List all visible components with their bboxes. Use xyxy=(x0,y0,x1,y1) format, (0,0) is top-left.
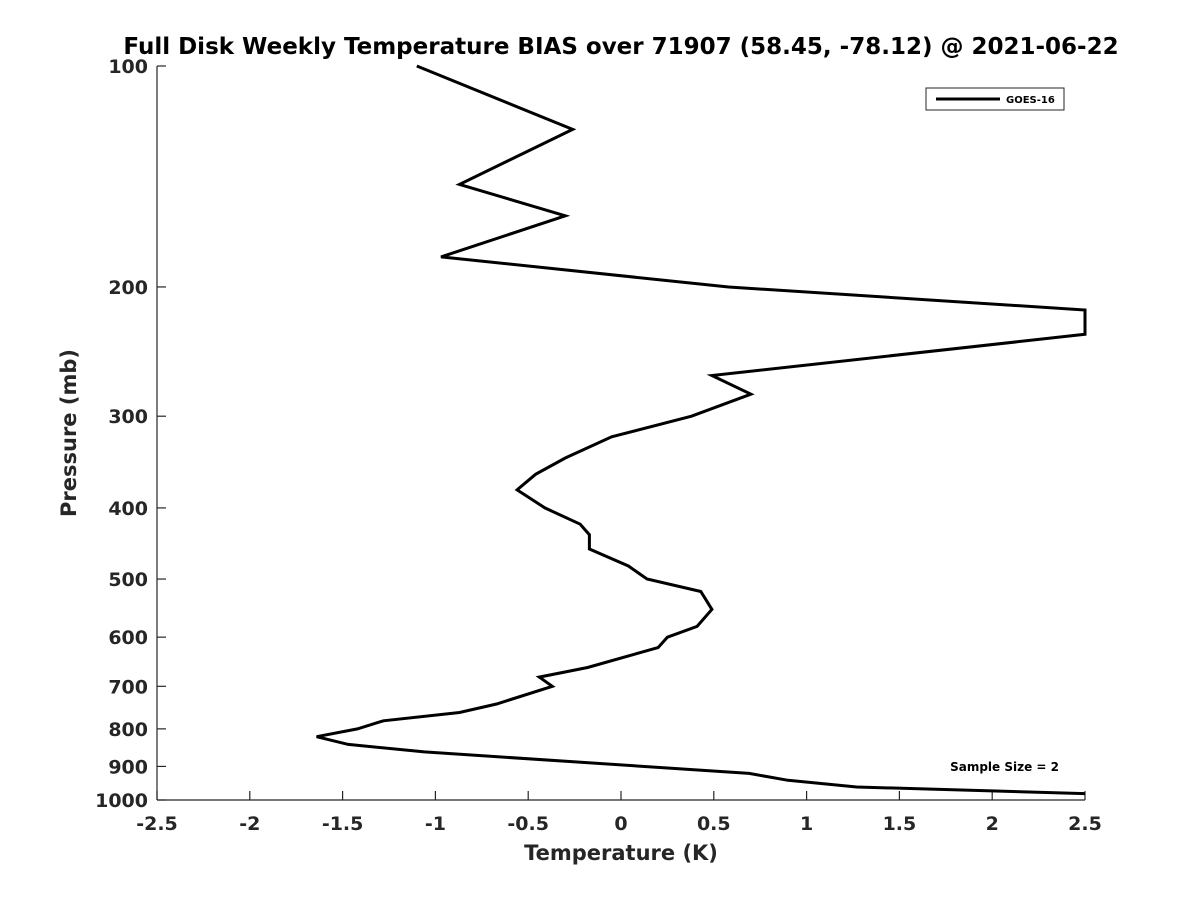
x-axis-ticks: -2.5 -2 -1.5 -1 -0.5 0 0.5 1 1.5 2 2.5 xyxy=(136,791,1102,835)
chart-title: Full Disk Weekly Temperature BIAS over 7… xyxy=(123,34,1118,60)
x-tick-label: -2 xyxy=(239,813,260,835)
x-tick-label: 0.5 xyxy=(697,813,731,835)
x-tick-label: 2 xyxy=(986,813,999,835)
series-layer xyxy=(316,64,1087,796)
legend-label-goes-16: GOES-16 xyxy=(1006,95,1055,106)
y-tick-label: 300 xyxy=(108,406,148,428)
x-tick-label: -1 xyxy=(425,813,446,835)
y-tick-label: 400 xyxy=(108,498,148,520)
x-tick-label: 1 xyxy=(800,813,813,835)
x-axis-label: Temperature (K) xyxy=(524,841,718,865)
x-tick-label: -0.5 xyxy=(507,813,549,835)
x-tick-label: -1.5 xyxy=(322,813,364,835)
y-tick-label: 600 xyxy=(108,627,148,649)
sample-size-annotation: Sample Size = 2 xyxy=(950,760,1059,774)
x-tick-label: 2.5 xyxy=(1068,813,1102,835)
y-tick-label: 500 xyxy=(108,569,148,591)
y-tick-label: 700 xyxy=(108,676,148,698)
y-tick-label: 800 xyxy=(108,719,148,741)
legend: GOES-16 xyxy=(925,87,1065,111)
y-tick-label: 900 xyxy=(108,756,148,778)
y-axis-label: Pressure (mb) xyxy=(57,349,81,517)
y-tick-label: 1000 xyxy=(95,790,148,812)
y-axis-ticks: 100 200 300 400 500 600 700 800 900 1000 xyxy=(95,56,166,812)
x-tick-label: 0 xyxy=(614,813,627,835)
y-tick-label: 100 xyxy=(108,56,148,78)
series-line-goes-16 xyxy=(316,64,1087,796)
x-tick-label: 1.5 xyxy=(883,813,917,835)
x-tick-label: -2.5 xyxy=(136,813,178,835)
y-tick-label: 200 xyxy=(108,277,148,299)
